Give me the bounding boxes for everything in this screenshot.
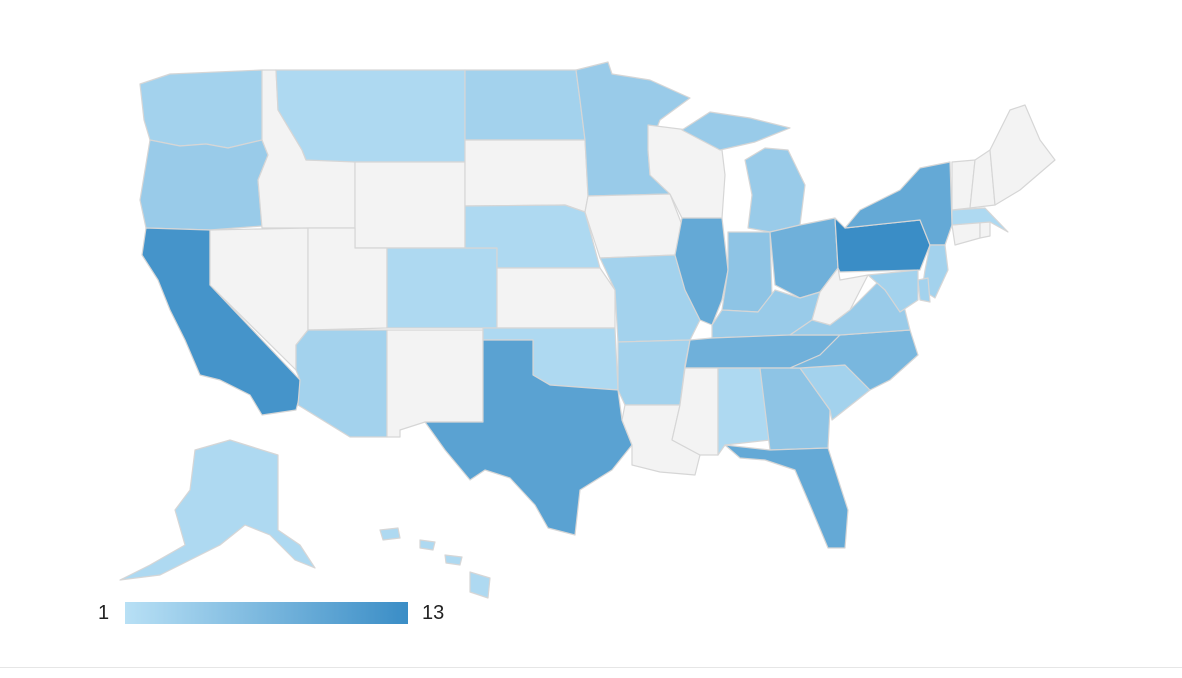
state-ar[interactable] bbox=[617, 339, 691, 406]
divider bbox=[0, 667, 1182, 668]
legend-min-label: 1 bbox=[98, 602, 110, 624]
state-tx[interactable] bbox=[424, 339, 633, 536]
state-co[interactable] bbox=[386, 247, 498, 329]
state-sd[interactable] bbox=[464, 139, 589, 213]
state-wy[interactable] bbox=[354, 161, 466, 249]
legend-max-label: 13 bbox=[422, 602, 445, 624]
state-hi[interactable] bbox=[379, 527, 491, 599]
state-ak[interactable] bbox=[119, 439, 316, 581]
state-ct[interactable] bbox=[951, 221, 981, 246]
state-in[interactable] bbox=[721, 231, 773, 313]
state-md[interactable] bbox=[867, 269, 919, 313]
legend-gradient-bar bbox=[125, 602, 408, 624]
state-de[interactable] bbox=[917, 277, 931, 303]
state-ny[interactable] bbox=[844, 161, 953, 246]
state-ca[interactable] bbox=[141, 227, 301, 416]
state-ks[interactable] bbox=[496, 267, 616, 329]
state-ia[interactable] bbox=[584, 193, 683, 259]
state-nd[interactable] bbox=[464, 69, 586, 141]
state-wa[interactable] bbox=[139, 69, 263, 149]
state-al[interactable] bbox=[717, 367, 771, 456]
state-az[interactable] bbox=[295, 329, 388, 438]
color-legend: 1 13 bbox=[92, 598, 492, 630]
state-mt[interactable] bbox=[275, 69, 466, 163]
state-me[interactable] bbox=[989, 104, 1056, 206]
state-ma[interactable] bbox=[951, 207, 1009, 233]
state-fl[interactable] bbox=[724, 444, 849, 549]
us-choropleth-map bbox=[119, 61, 1056, 599]
state-nc[interactable] bbox=[789, 329, 919, 391]
state-or[interactable] bbox=[139, 139, 269, 231]
state-ri[interactable] bbox=[979, 221, 991, 239]
state-nm[interactable] bbox=[386, 329, 484, 438]
